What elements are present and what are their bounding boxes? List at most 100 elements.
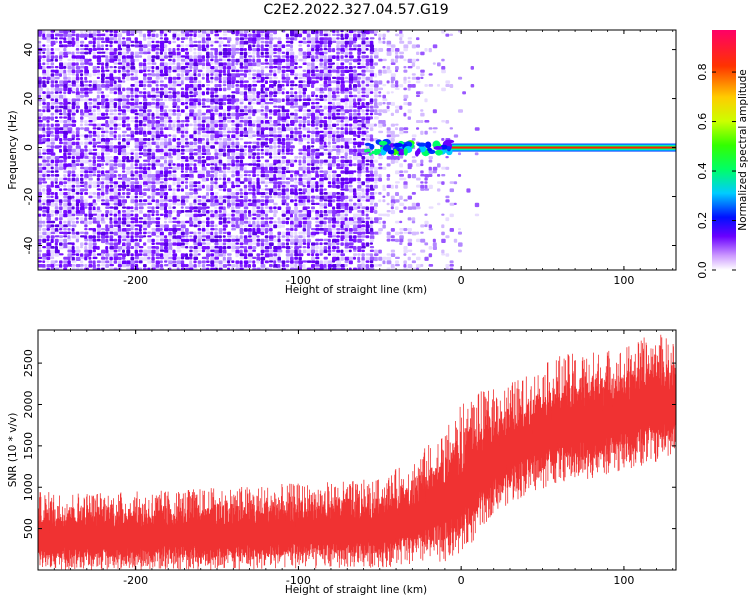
spectrogram-cell (252, 228, 256, 233)
spectrogram-cell (231, 156, 235, 160)
spectrogram-cell (113, 40, 119, 44)
spectrogram-cell (378, 130, 384, 134)
spectrogram-cell (164, 109, 167, 113)
spectrogram-cell (357, 210, 362, 213)
spectrogram-cell (264, 37, 270, 40)
spectrogram-cell (122, 141, 126, 146)
spectrogram-cell (369, 40, 374, 45)
spectrogram-cell (403, 246, 408, 250)
spectrogram-cell (315, 40, 320, 44)
spectrogram-cell (143, 174, 147, 178)
spectrogram-cell (290, 91, 294, 95)
spectrogram-cell (264, 231, 268, 234)
spectrogram-cell (210, 256, 215, 261)
spectrogram-cell (206, 127, 210, 131)
spectrogram-cell (155, 148, 161, 153)
spectrogram-cell (369, 30, 375, 34)
spectrogram-cell (390, 159, 395, 164)
spectrogram-cell (75, 238, 79, 243)
spectrogram-cell (327, 228, 332, 233)
spectrogram-cell (441, 30, 445, 34)
spectrogram-cell (369, 69, 374, 74)
spectrogram-cell (46, 206, 50, 211)
spectrogram-cell (327, 174, 332, 179)
spectrogram-cell (399, 40, 405, 44)
spectrogram-cell (80, 94, 84, 98)
spectrogram-cell (38, 152, 42, 156)
spectrogram-cell (42, 48, 47, 51)
spectrogram-cell (332, 224, 336, 228)
spectrogram-cell (273, 246, 278, 250)
spectrogram-cell (75, 220, 79, 224)
spectrogram-cell (96, 210, 102, 213)
spectrogram-cell (96, 192, 101, 196)
spectrogram-cell (306, 177, 312, 182)
spectrogram-cell (239, 202, 244, 207)
spectrogram-cell (277, 62, 282, 66)
spectrogram-cell (105, 73, 109, 76)
spectrogram-cell (197, 181, 201, 184)
spectrogram-cell (159, 181, 164, 184)
spectrogram-cell (134, 213, 139, 218)
spectrogram-cell (382, 98, 388, 102)
spectrogram-cell (353, 141, 358, 145)
spectrogram-cell (138, 202, 144, 206)
spectrogram-cell (189, 235, 193, 238)
spectrogram-cell (134, 51, 140, 56)
spectrogram-cell (264, 238, 269, 243)
spectrogram-cell (336, 220, 340, 224)
spectrogram-cell (235, 166, 239, 170)
spectrogram-cell (269, 138, 274, 142)
spectrogram-cell (210, 130, 215, 134)
spectrogram-cell (336, 181, 341, 185)
spectrogram-cell (243, 58, 249, 63)
spectrogram-cell (285, 138, 291, 141)
spectrogram-cell (336, 30, 340, 33)
spectrogram-cell (206, 69, 211, 74)
spectrogram-cell (235, 170, 240, 175)
spectrogram-cell (126, 109, 131, 112)
spectrogram-cell (193, 213, 198, 218)
spectrogram-cell (50, 231, 56, 235)
spectrogram-cell (63, 62, 68, 67)
spectrogram-cell (180, 109, 185, 113)
spectrogram-cell (105, 199, 110, 204)
spectrogram-cell (59, 217, 63, 221)
spectrogram-cell (420, 238, 426, 243)
spectrogram-cell (92, 238, 97, 242)
spectrogram-cell (269, 141, 273, 144)
spectrogram-cell (84, 112, 89, 118)
spectrogram-cell (390, 44, 396, 48)
spectrogram-cell (227, 199, 231, 203)
spectrogram-cell (214, 202, 219, 206)
spectrogram-cell (218, 148, 224, 152)
spectrogram-cell (269, 206, 273, 210)
spectrogram-cell (151, 199, 156, 203)
spectrogram-cell (42, 130, 47, 134)
spectrogram-cell (122, 80, 126, 83)
spectrogram-cell (147, 141, 151, 146)
spectrogram-cell (403, 159, 407, 163)
spectrogram-cell (75, 152, 81, 157)
spectrogram-cell (113, 220, 119, 224)
spectrogram-cell (122, 156, 127, 160)
spectrogram-cell (193, 235, 198, 240)
spectrogram-cell (218, 94, 224, 99)
spectrogram-cell (290, 94, 295, 98)
spectrogram-cell (109, 159, 115, 162)
spectrogram-cell (189, 184, 194, 188)
spectrogram-cell (134, 238, 138, 242)
spectrogram-cell (285, 141, 291, 146)
spectrogram-cell (327, 235, 333, 238)
spectrogram-cell (227, 246, 231, 249)
spectrogram-cell (239, 51, 244, 55)
spectrogram-cell (248, 73, 252, 76)
spectrogram-cell (138, 109, 144, 112)
spectrogram-cell (256, 73, 262, 78)
spectrogram-cell (164, 256, 169, 261)
spectrogram-cell (306, 188, 312, 192)
spectrogram-cell (80, 260, 84, 264)
spectrogram-cell (59, 246, 64, 250)
spectrogram-cell (395, 127, 398, 131)
spectrogram-cell (294, 253, 299, 257)
